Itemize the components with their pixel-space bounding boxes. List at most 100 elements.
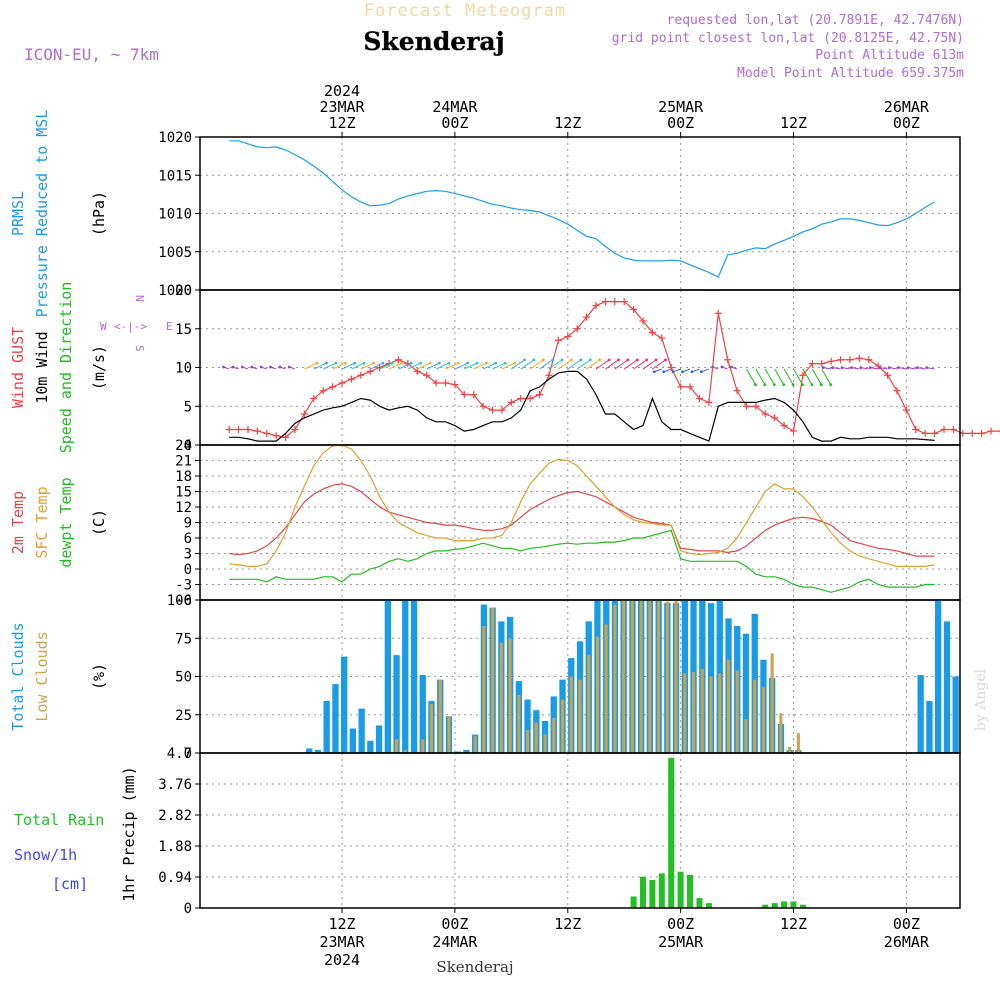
gust-point: [592, 302, 600, 309]
tick-label: 15: [175, 485, 192, 501]
cloud-bar: [524, 699, 531, 753]
wind-arrow: [454, 362, 468, 370]
gust-point: [761, 410, 769, 418]
tick-label: 3: [184, 547, 192, 563]
wind-arrow-head: [754, 383, 757, 387]
series-label: Low Clouds: [33, 631, 51, 721]
wind-arrow: [652, 359, 666, 370]
gust-point: [855, 354, 863, 362]
gust-point: [837, 356, 845, 364]
gust-point: [329, 383, 337, 391]
time-label-bottom: 26MAR: [884, 933, 930, 951]
time-label-bottom: 23MAR: [319, 933, 365, 951]
cloud-bar: [692, 671, 696, 753]
wind-arrow: [407, 362, 421, 370]
gust-point: [931, 429, 939, 437]
wind-arrow-head: [801, 383, 804, 387]
cloud-bar: [587, 655, 591, 753]
cloud-bar: [613, 604, 617, 753]
wind-arrow-head: [850, 366, 853, 370]
gust-point: [846, 356, 854, 364]
wind-arrow-head: [791, 383, 795, 387]
unit-label: (hPa): [90, 191, 108, 236]
time-label-bottom: 00Z: [893, 915, 920, 933]
wind-arrow-head: [428, 361, 432, 365]
gust-point: [818, 360, 826, 368]
gust-point: [874, 362, 882, 370]
cloud-bar: [595, 636, 599, 753]
wind-arrow-head: [419, 361, 422, 365]
wind-arrow-head: [662, 370, 666, 374]
wind-arrow-head: [821, 366, 825, 370]
wind-arrow-head: [334, 361, 338, 365]
cloud-bar: [508, 638, 512, 754]
gust-point: [545, 371, 553, 379]
cloud-bar: [779, 713, 783, 753]
wind-arrow-head: [485, 361, 488, 365]
gust-point: [507, 398, 515, 406]
gust-point: [611, 298, 619, 306]
cloud-bar: [375, 725, 383, 753]
cloud-bar: [341, 656, 348, 753]
time-label-bottom: 12Z: [780, 915, 807, 933]
cloud-bar: [393, 655, 400, 753]
series-label: 2m Temp: [9, 491, 27, 554]
rain-bar: [781, 901, 788, 908]
cloud-bar: [648, 600, 652, 753]
tick-label: 10: [175, 361, 192, 377]
series-line: [229, 483, 935, 557]
wind-arrow-head: [269, 365, 272, 369]
gust-point: [357, 371, 365, 379]
tick-label: 9: [184, 516, 192, 532]
wind-arrow: [558, 359, 572, 370]
tick-label: 5: [184, 399, 192, 415]
tick-label: 4.7: [167, 746, 192, 762]
tick-label: 1010: [158, 207, 192, 223]
wind-arrow-head: [782, 383, 786, 387]
wind-arrow-head: [645, 358, 649, 362]
wind-arrow: [539, 359, 553, 370]
series-line: [229, 301, 1000, 438]
wind-arrow: [426, 362, 440, 370]
rain-bar: [696, 898, 703, 908]
wind-arrow-head: [579, 358, 583, 362]
gust-point: [489, 406, 497, 414]
cloud-bar: [349, 728, 356, 753]
gust-point: [498, 406, 506, 414]
gust-point: [573, 325, 581, 333]
tick-label: 75: [175, 631, 192, 647]
cloud-bar: [709, 676, 713, 753]
gust-point: [705, 398, 713, 406]
gust-point: [244, 426, 252, 433]
cloud-bar: [744, 719, 748, 753]
wind-arrow-head: [588, 358, 592, 362]
gust-point: [639, 317, 647, 325]
wind-arrow: [764, 368, 775, 385]
wind-arrow: [398, 362, 412, 370]
series-label: Wind GUST: [9, 327, 27, 408]
cloud-bar: [534, 722, 538, 753]
time-label-top: 12Z: [780, 114, 807, 132]
time-label-bottom: 00Z: [441, 915, 468, 933]
time-label-top: 12Z: [554, 114, 581, 132]
wind-arrow: [482, 362, 497, 370]
wind-arrow-head: [532, 358, 536, 362]
series-label: Speed and Direction: [57, 282, 75, 454]
time-label-bottom: 2024: [324, 951, 360, 969]
compass-n: N: [133, 295, 146, 302]
cloud-bar: [770, 653, 774, 753]
wind-arrow: [567, 359, 582, 370]
cloud-bar: [761, 687, 765, 753]
precip-label: [cm]: [52, 875, 88, 893]
wind-arrow-head: [671, 370, 675, 374]
gust-point: [771, 414, 779, 422]
tick-label: 0: [184, 746, 192, 762]
rain-bar: [649, 880, 656, 908]
cloud-bar: [639, 600, 643, 753]
wind-arrow-head: [915, 366, 919, 370]
gust-point: [338, 379, 346, 387]
wind-arrow: [783, 368, 794, 385]
wind-arrow-head: [654, 358, 658, 362]
wind-arrow-head: [372, 361, 375, 365]
series-label: Pressure Reduced to MSL: [33, 110, 51, 318]
